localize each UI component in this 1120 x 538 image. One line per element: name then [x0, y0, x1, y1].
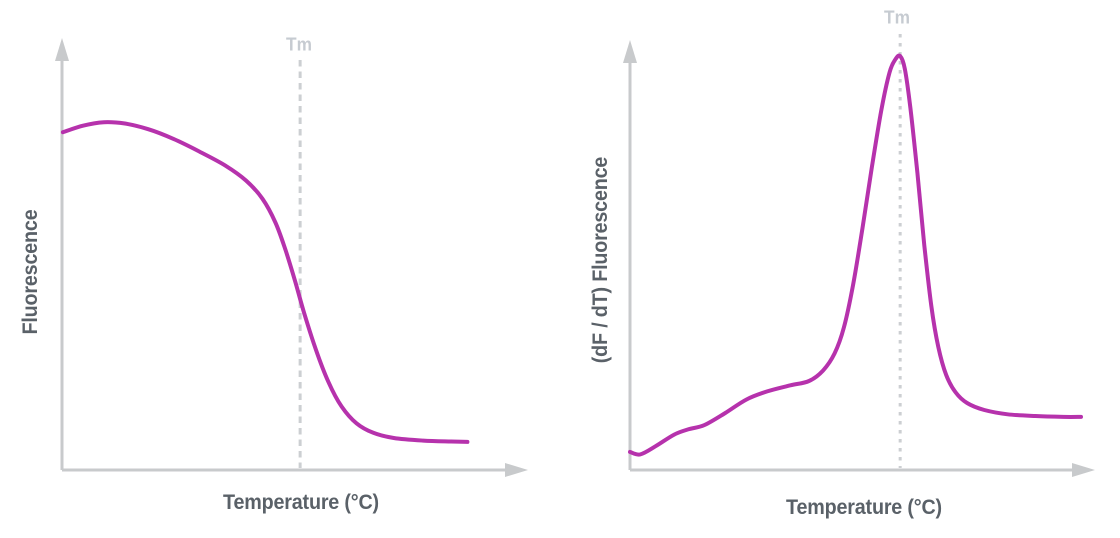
right-x-axis-label: Temperature (°C) — [786, 496, 942, 519]
right-y-axis-arrowhead-icon — [623, 40, 637, 63]
right-derivative-curve — [628, 53, 1083, 457]
left-y-axis-label: Fluorescence — [19, 209, 42, 335]
right-y-axis-label: (dF / dT) Fluorescence — [589, 156, 612, 364]
left-x-axis-label: Temperature (°C) — [223, 491, 379, 514]
right-tm-label: Tm — [884, 7, 910, 28]
left-y-axis-arrowhead-icon — [55, 38, 69, 61]
left-tm-label: Tm — [286, 34, 312, 55]
right-x-axis-arrowhead-icon — [1072, 463, 1095, 477]
left-x-axis-arrowhead-icon — [505, 463, 528, 477]
left-melt-curve — [60, 120, 470, 444]
